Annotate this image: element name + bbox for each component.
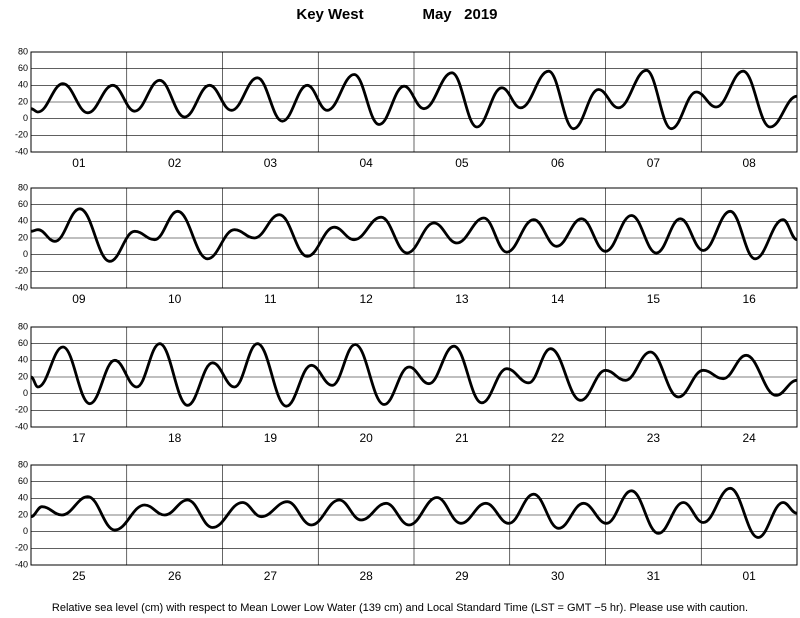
day-label: 21 <box>455 431 469 445</box>
tide-line <box>30 342 798 408</box>
day-label: 29 <box>455 569 469 583</box>
chart-title: Key West <box>296 6 363 23</box>
y-tick-label: 40 <box>18 493 28 503</box>
y-tick-label: 0 <box>23 249 28 259</box>
day-label: 16 <box>742 292 756 306</box>
y-tick-label: 60 <box>18 63 28 73</box>
y-tick-label: 40 <box>18 80 28 90</box>
y-tick-label: -20 <box>15 405 28 415</box>
day-label: 14 <box>551 292 565 306</box>
day-label: 24 <box>742 431 756 445</box>
day-label: 01 <box>742 569 756 583</box>
day-label: 02 <box>168 156 182 170</box>
tide-line <box>30 207 798 263</box>
day-label: 09 <box>72 292 86 306</box>
day-label: 01 <box>72 156 86 170</box>
y-tick-label: 0 <box>23 113 28 123</box>
day-label: 05 <box>455 156 469 170</box>
y-tick-label: 80 <box>18 321 28 331</box>
day-label: 03 <box>264 156 278 170</box>
y-tick-label: 60 <box>18 476 28 486</box>
y-tick-label: -40 <box>15 146 28 156</box>
day-label: 28 <box>359 569 373 583</box>
day-label: 18 <box>168 431 182 445</box>
day-label: 23 <box>647 431 661 445</box>
day-label: 07 <box>647 156 661 170</box>
day-label: 08 <box>742 156 756 170</box>
day-label: 31 <box>647 569 661 583</box>
day-label: 04 <box>359 156 373 170</box>
day-label: 11 <box>264 292 277 306</box>
y-tick-label: 60 <box>18 338 28 348</box>
y-tick-label: -20 <box>15 543 28 553</box>
day-label: 10 <box>168 292 182 306</box>
day-label: 26 <box>168 569 182 583</box>
y-tick-label: 60 <box>18 199 28 209</box>
y-tick-label: 40 <box>18 216 28 226</box>
y-tick-label: -40 <box>15 421 28 431</box>
footnote: Relative sea level (cm) with respect to … <box>52 602 748 614</box>
day-label: 15 <box>647 292 661 306</box>
day-label: 06 <box>551 156 565 170</box>
day-label: 22 <box>551 431 565 445</box>
day-label: 17 <box>72 431 86 445</box>
y-tick-label: -20 <box>15 266 28 276</box>
day-label: 13 <box>455 292 469 306</box>
y-tick-label: 20 <box>18 96 28 106</box>
y-tick-label: 80 <box>18 182 28 192</box>
y-tick-label: 40 <box>18 355 28 365</box>
day-label: 30 <box>551 569 565 583</box>
day-label: 20 <box>359 431 373 445</box>
plot-frame <box>30 464 798 566</box>
day-label: 12 <box>359 292 373 306</box>
y-tick-label: 20 <box>18 232 28 242</box>
y-tick-label: -20 <box>15 130 28 140</box>
y-tick-label: 20 <box>18 371 28 381</box>
plot-frame <box>30 51 798 153</box>
y-tick-label: 0 <box>23 388 28 398</box>
day-label: 19 <box>264 431 278 445</box>
chart-period: May 2019 <box>422 6 497 23</box>
y-tick-label: -40 <box>15 559 28 569</box>
tide-line <box>30 68 798 131</box>
plot-frame <box>30 187 798 289</box>
tide-line <box>30 486 798 539</box>
y-tick-label: -40 <box>15 282 28 292</box>
y-tick-label: 20 <box>18 509 28 519</box>
y-tick-label: 80 <box>18 459 28 469</box>
day-label: 25 <box>72 569 86 583</box>
y-tick-label: 0 <box>23 526 28 536</box>
day-label: 27 <box>264 569 278 583</box>
y-tick-label: 80 <box>18 46 28 56</box>
